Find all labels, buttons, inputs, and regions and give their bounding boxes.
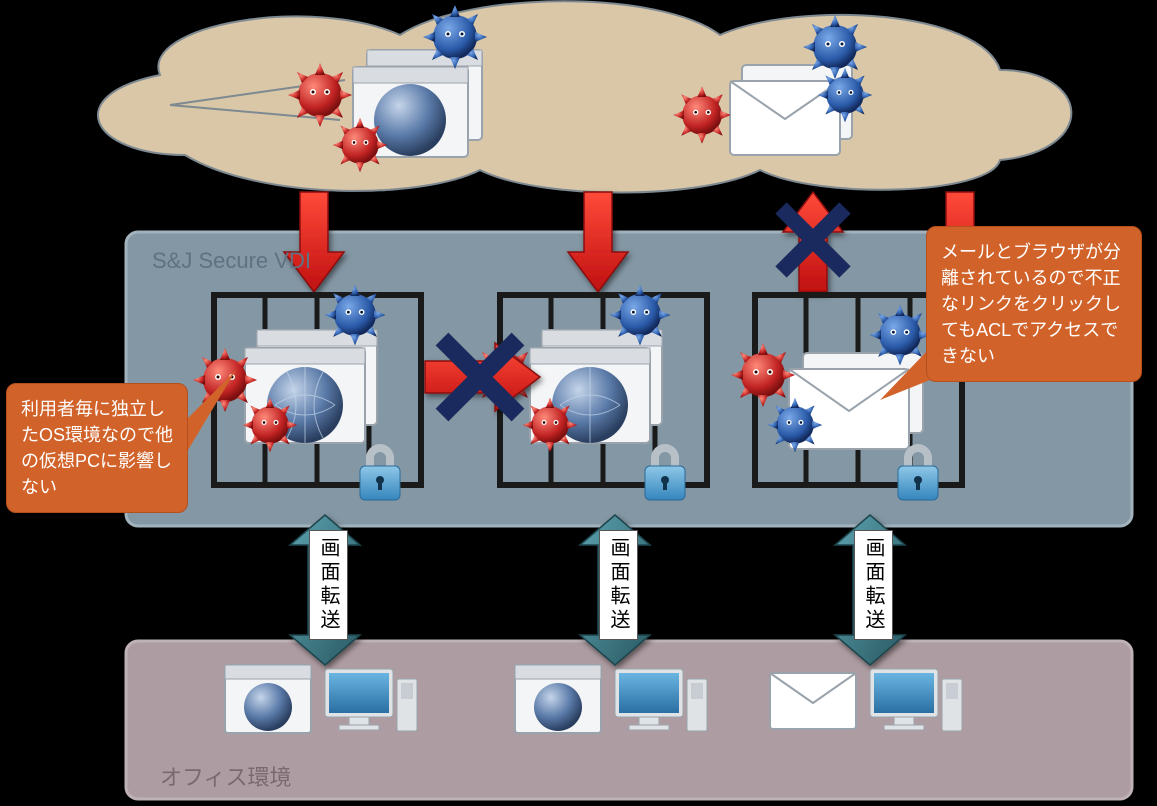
vdi-panel-label: S&J Secure VDI bbox=[152, 248, 311, 274]
internet-cloud bbox=[98, 1, 1071, 192]
callout-left: 利用者毎に独立したOS環境なので他の仮想PCに影響しない bbox=[6, 383, 188, 513]
screen-transfer-label-1: 画面転送 bbox=[309, 530, 348, 640]
screen-transfer-label-3: 画面転送 bbox=[854, 530, 893, 640]
callout-right: メールとブラウザが分離されているので不正なリンクをクリックしてもACLでアクセス… bbox=[926, 226, 1142, 382]
screen-transfer-label-2: 画面転送 bbox=[599, 530, 638, 640]
office-panel-label: オフィス環境 bbox=[160, 760, 292, 792]
